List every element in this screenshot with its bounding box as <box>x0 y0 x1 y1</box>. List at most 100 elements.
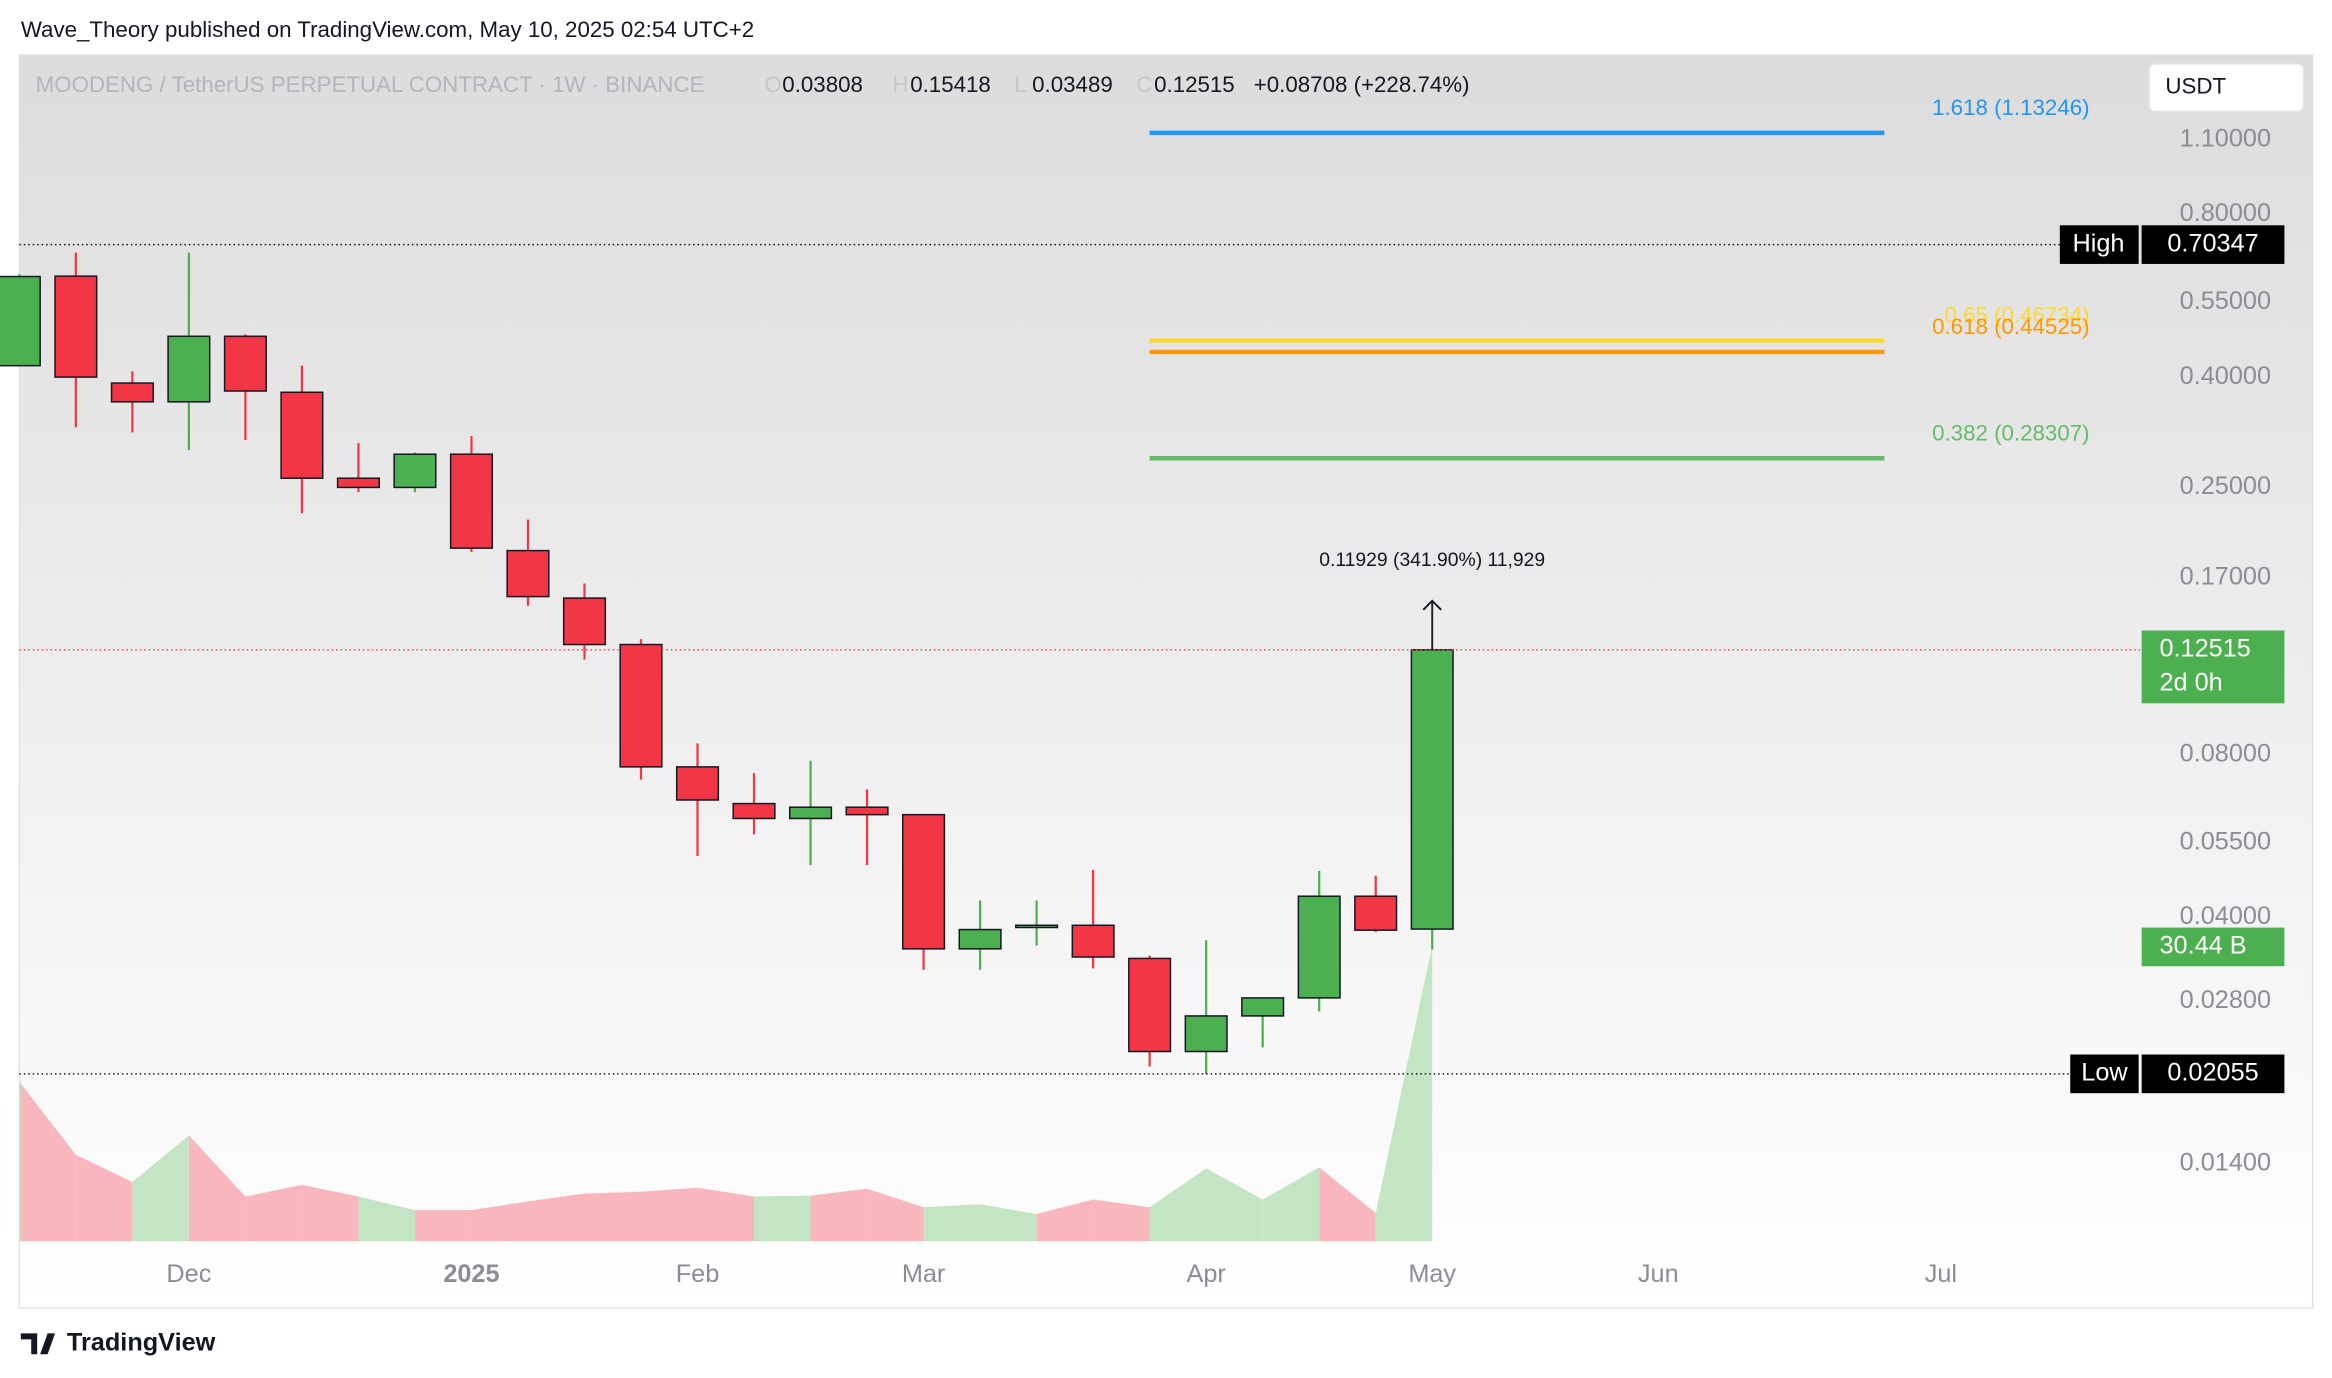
ohlc-key: H <box>892 72 908 97</box>
y-tick-label: 0.01400 <box>2180 1149 2271 1177</box>
volume-area <box>19 1081 21 1242</box>
volume-area <box>414 1210 472 1242</box>
candle-body <box>506 549 550 598</box>
x-tick-label: Apr <box>1186 1260 1225 1288</box>
volume-area <box>188 1135 246 1242</box>
y-tick-label: 0.17000 <box>2180 563 2271 591</box>
high-value-tag <box>2141 225 2285 264</box>
currency[interactable]: USDT <box>2165 74 2226 99</box>
candle-body <box>732 802 776 820</box>
logo-icon <box>20 1333 56 1355</box>
low-tag <box>2070 1054 2139 1094</box>
volume-area <box>980 1204 1037 1242</box>
legend: MOODENG / TetherUS PERPETUAL CONTRACT · … <box>36 72 1470 97</box>
header: Wave_Theory published on TradingView.com… <box>21 17 754 42</box>
footer-brand: TradingView <box>67 1328 216 1356</box>
x-tick-label: Mar <box>902 1260 946 1288</box>
ohlc-value: 0.03808 <box>782 72 863 97</box>
volume-area <box>301 1184 359 1242</box>
x-tick-label: 2025 <box>443 1260 499 1288</box>
candle-body <box>1128 957 1172 1053</box>
ohlc-value: 0.15418 <box>910 72 991 97</box>
measure-label: 0.11929 (341.90%) 11,929 <box>1319 550 1545 571</box>
fib-label: 0.618 (0.44525) <box>1932 314 2089 339</box>
x-tick-label: Jun <box>1638 1260 1679 1288</box>
volume-area <box>1206 1168 1263 1242</box>
volume-area <box>1149 1168 1207 1242</box>
candle-body <box>336 477 380 489</box>
volume-value: 30.44 B <box>2159 932 2246 960</box>
high-tag <box>2059 225 2139 264</box>
candle-body <box>393 453 437 489</box>
y-tick-label: 0.25000 <box>2180 472 2271 500</box>
candle-body <box>280 391 324 479</box>
candle-body <box>449 453 494 549</box>
y-tick-label: 0.40000 <box>2180 362 2271 390</box>
x-tick-label: Jul <box>1925 1260 1957 1288</box>
ohlc-value: 0.03489 <box>1032 72 1113 97</box>
y-tick-label: 0.02800 <box>2180 986 2271 1014</box>
candle-body <box>675 766 720 801</box>
y-tick-label: 0.55000 <box>2180 287 2271 315</box>
countdown: 2d 0h <box>2159 669 2222 697</box>
volume-area <box>754 1195 811 1242</box>
low-value-tag <box>2141 1054 2285 1094</box>
high-value: 0.70347 <box>2167 229 2258 257</box>
candle-body <box>1410 649 1454 930</box>
volume-area <box>471 1201 528 1242</box>
volume-area <box>923 1204 981 1242</box>
volume-area <box>132 1135 189 1242</box>
candle-body <box>54 275 98 378</box>
y-tick-label: 0.08000 <box>2180 740 2271 768</box>
candle-body <box>562 597 607 646</box>
volume-area <box>641 1187 698 1242</box>
volume-area <box>527 1193 585 1242</box>
volume-area <box>1093 1199 1150 1242</box>
volume-area <box>697 1187 755 1242</box>
candle-body <box>788 806 833 820</box>
volume-tag <box>2141 927 2285 967</box>
volume-area <box>1319 1167 1376 1242</box>
volume-area <box>75 1154 133 1242</box>
candle-body <box>845 806 889 816</box>
y-tick-label: 0.04000 <box>2180 902 2271 930</box>
volume-area <box>810 1188 868 1242</box>
symbol-title: MOODENG / TetherUS PERPETUAL CONTRACT · … <box>36 72 705 97</box>
footer-logo: TradingView <box>20 1328 216 1356</box>
currency-button[interactable] <box>2148 63 2305 113</box>
candle-body <box>223 335 267 392</box>
volume-area <box>584 1191 642 1242</box>
low-label: Low <box>2081 1059 2128 1087</box>
candle-body <box>110 382 154 403</box>
candle-body <box>1071 924 1115 958</box>
x-tick-label: Feb <box>676 1260 720 1288</box>
volume-area <box>1375 945 1433 1242</box>
fib-label: 0.382 (0.28307) <box>1932 420 2089 445</box>
last-price: 0.12515 <box>2159 634 2250 662</box>
x-tick-label: Dec <box>166 1260 211 1288</box>
volume-area <box>1036 1199 1094 1242</box>
candle-body <box>1184 1015 1228 1053</box>
ohlc-key: L <box>1014 72 1026 97</box>
ohlc-key: O <box>764 72 781 97</box>
volume-area <box>19 1081 76 1242</box>
chart-area <box>18 54 2314 1309</box>
volume-area <box>245 1184 302 1242</box>
candle-body <box>1354 895 1398 931</box>
candle-body <box>958 928 1002 950</box>
volume-area <box>867 1188 924 1242</box>
fib-label: 1.618 (1.13246) <box>1932 95 2089 120</box>
candle-body <box>1241 997 1285 1017</box>
volume-area <box>1262 1167 1320 1242</box>
candle-body <box>619 643 663 768</box>
volume-area <box>358 1196 415 1242</box>
change: +0.08708 (+228.74%) <box>1254 72 1470 97</box>
high-label: High <box>2073 229 2125 257</box>
candle-body <box>1297 895 1341 999</box>
low-value: 0.02055 <box>2167 1059 2258 1087</box>
candle-body <box>167 335 211 403</box>
candle-body <box>0 275 41 367</box>
ohlc-value: 0.12515 <box>1154 72 1235 97</box>
candle-body <box>902 813 946 950</box>
